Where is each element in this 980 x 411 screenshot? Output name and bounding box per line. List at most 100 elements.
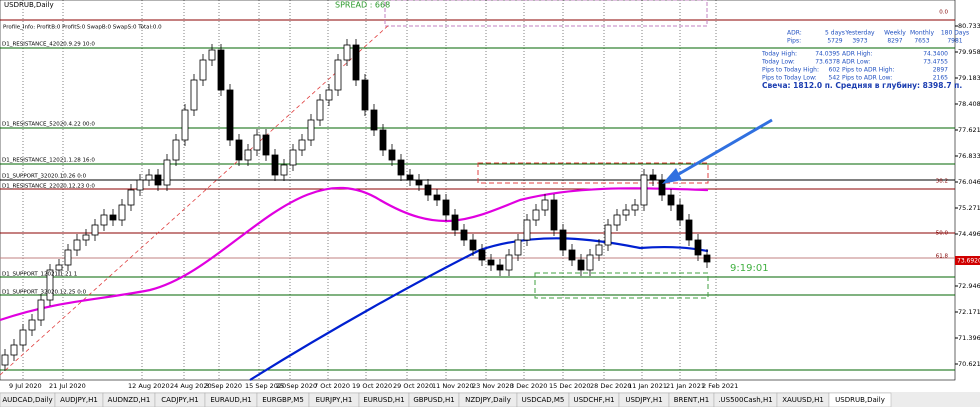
candle [289, 149, 297, 166]
tab-label[interactable]: EURGBP,M5 [262, 396, 304, 404]
date-label: 23 Nov 2020 [472, 382, 514, 390]
tab-label[interactable]: AUDCAD,Daily [2, 396, 52, 404]
candle [424, 184, 432, 196]
candle [37, 299, 45, 321]
tab-label[interactable]: EURAUD,H1 [210, 396, 251, 404]
ma-magenta [0, 186, 709, 322]
candle [658, 179, 666, 196]
panel-cell: ADR Low: [842, 59, 870, 66]
candle [226, 89, 234, 141]
tab-label[interactable]: AUDNZD,H1 [108, 396, 151, 404]
price-label: 72.1710 [958, 308, 980, 316]
panel-cell: ADR High: [842, 51, 873, 58]
current-price-box [955, 256, 980, 265]
candle [28, 319, 36, 331]
current-price: 73.6920 [957, 258, 980, 265]
candle [631, 204, 639, 211]
candle [235, 139, 243, 161]
zone [477, 162, 709, 184]
tab-label[interactable]: BRENT,H1 [674, 396, 710, 404]
candle [316, 99, 324, 121]
tab-label[interactable]: USDJPY,H1 [625, 396, 662, 404]
panel-header: 5 days [825, 30, 845, 37]
candle [532, 209, 540, 221]
panel-cell: Pips to ADR High: [842, 67, 895, 74]
price-label: 70.6210 [958, 360, 980, 368]
tab-label[interactable]: EURUSD,H1 [363, 396, 404, 404]
panel-cell: 2165 [933, 75, 948, 82]
candle [559, 229, 567, 251]
candle [343, 44, 351, 61]
ma-blue [249, 237, 709, 381]
tab-label[interactable]: GBPUSD,H1 [413, 396, 454, 404]
candle [352, 44, 360, 81]
candle [496, 264, 504, 271]
arrow [671, 118, 773, 180]
candle [109, 214, 117, 221]
candle [514, 239, 522, 256]
panel-cell: 73.6378 [815, 59, 840, 66]
level-label: D1_RESISTANCE_12021.1.28 16:0 [2, 158, 95, 164]
candle [127, 189, 135, 206]
tab-label[interactable]: CADJPY,H1 [161, 396, 198, 404]
info-line: Profile_Info: ProfitB:0 ProfitS:0 SwapB:… [3, 25, 162, 31]
candle [10, 344, 18, 356]
price-label: 74.4960 [958, 230, 980, 238]
candle [73, 239, 81, 251]
tab-label[interactable]: NZDJPY,Daily [465, 396, 511, 404]
candle [82, 234, 90, 241]
panel-candle: Свеча: 1812.0 п. Средняя в глубину: 8398… [762, 81, 962, 90]
candle [622, 209, 630, 216]
date-label: 11 Jan 2021 [628, 382, 667, 390]
level-label: D1_RESISTANCE_42020.9.29 10:0 [2, 42, 95, 48]
candle [505, 254, 513, 271]
candle [271, 154, 279, 176]
price-label: 71.3960 [958, 334, 980, 342]
fib-label: 50.0 [936, 231, 949, 237]
panel-cell: Pips to Today High: [762, 67, 819, 74]
price-label: 79.9585 [958, 48, 980, 56]
candle [118, 204, 126, 221]
candle [136, 179, 144, 191]
tab-label[interactable]: EURJPY,H1 [316, 396, 353, 404]
tab-label[interactable]: AUDJPY,H1 [60, 396, 98, 404]
candle [586, 254, 594, 271]
date-label: 15 Dec 2020 [549, 382, 591, 390]
date-label: 3 Sep 2020 [205, 382, 242, 390]
arrow-head [662, 168, 682, 184]
panel-cell: 74.3400 [923, 51, 948, 58]
date-label: 28 Dec 2020 [590, 382, 632, 390]
zone [534, 272, 709, 299]
candle [208, 49, 216, 61]
candle [388, 149, 396, 161]
tab-label[interactable]: USDCHF,H1 [573, 396, 614, 404]
trend-line [0, 23, 391, 376]
price-label: 77.6210 [958, 126, 980, 134]
date-label: 12 Aug 2020 [128, 382, 170, 390]
panel-header: ADR: [787, 30, 802, 37]
candle [577, 259, 585, 271]
price-label: 80.7335 [958, 22, 980, 30]
candle [55, 264, 63, 271]
panel-header: Monthly [910, 30, 934, 37]
level-label: D1_SUPPORT_32020.12.25 0:0 [2, 290, 87, 296]
candle [379, 129, 387, 151]
candle [181, 109, 189, 141]
tab-label[interactable]: XAUUSD,H1 [782, 396, 824, 404]
date-label: 7 Oct 2020 [314, 382, 350, 390]
candle [100, 214, 108, 226]
panel-pips: 5729 [827, 38, 842, 45]
candle [19, 329, 27, 346]
candle [190, 79, 198, 111]
candle [91, 224, 99, 236]
tab-label[interactable]: .US500Cash,H1 [718, 396, 772, 404]
tab-label[interactable]: USDRUB,Daily [835, 396, 885, 404]
candle [46, 269, 54, 301]
tab-label[interactable]: USDCAD,M5 [522, 396, 565, 404]
candle [487, 259, 495, 266]
candle [199, 59, 207, 81]
candle [172, 139, 180, 161]
candle [154, 174, 162, 186]
candle [541, 199, 549, 211]
